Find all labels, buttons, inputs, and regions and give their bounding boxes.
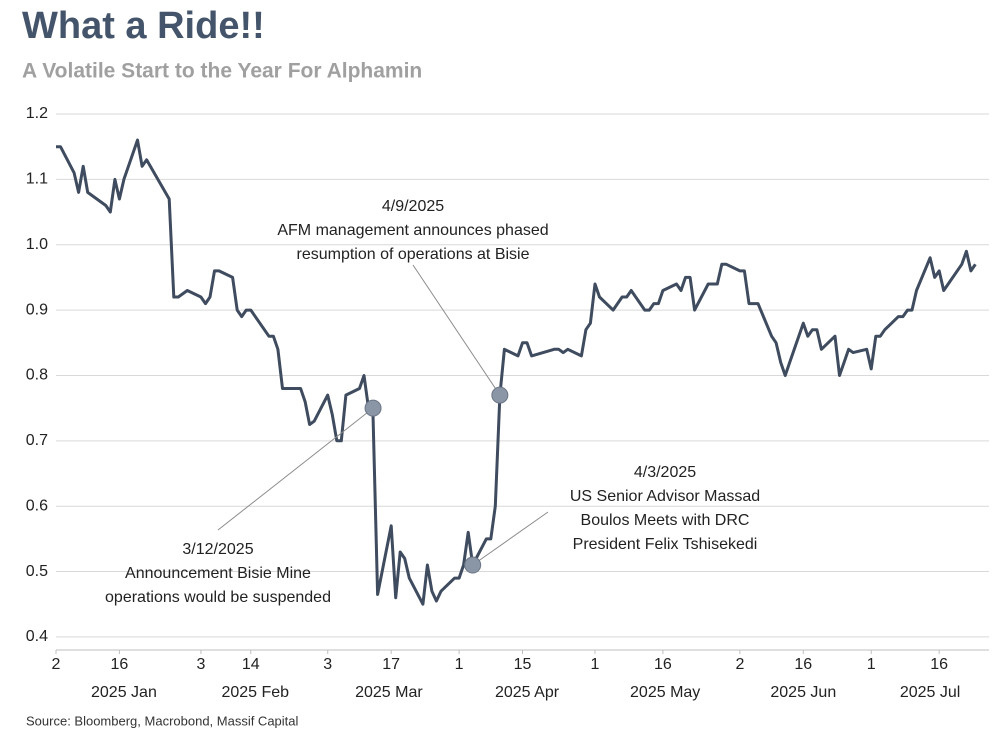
x-tick-label: 1: [591, 656, 600, 673]
annotation-text: 4/9/2025: [382, 198, 444, 215]
month-label: 2025 Jul: [900, 684, 961, 701]
month-label: 2025 Mar: [355, 684, 423, 701]
price-line: [56, 138, 977, 606]
annotation-text: 4/3/2025: [634, 464, 696, 481]
y-tick-label: 0.5: [26, 563, 48, 580]
x-tick-label: 3: [323, 656, 332, 673]
y-tick-label: 0.8: [26, 367, 48, 384]
month-label: 2025 Jun: [770, 684, 836, 701]
annotation-text: Announcement Bisie Mine: [125, 565, 311, 582]
event-marker: [464, 556, 482, 574]
x-tick-label: 1: [867, 656, 876, 673]
x-tick-label: 14: [242, 656, 260, 673]
y-tick-label: 1.0: [26, 236, 48, 253]
chart-title: What a Ride!!: [22, 5, 265, 47]
leader-line: [412, 264, 501, 396]
leader-line: [472, 511, 549, 566]
x-tick-label: 17: [382, 656, 400, 673]
x-tick-label: 16: [794, 656, 812, 673]
y-tick-label: 1.2: [26, 105, 48, 122]
event-marker: [491, 386, 509, 404]
x-tick-label: 1: [455, 656, 464, 673]
y-tick-label: 1.1: [26, 171, 48, 188]
x-tick-label: 3: [196, 656, 205, 673]
x-tick-label: 16: [930, 656, 948, 673]
month-label: 2025 Jan: [91, 684, 157, 701]
month-label: 2025 May: [630, 684, 700, 701]
month-label: 2025 Apr: [495, 684, 560, 701]
y-tick-label: 0.6: [26, 497, 48, 514]
y-tick-label: 0.4: [26, 628, 48, 645]
y-tick-label: 0.7: [26, 432, 48, 449]
annotation-text: President Felix Tshisekedi: [573, 536, 758, 553]
leader-line: [217, 407, 374, 531]
event-marker: [364, 399, 382, 417]
month-label: 2025 Feb: [221, 684, 289, 701]
annotation-text: US Senior Advisor Massad: [570, 488, 760, 505]
x-tick-label: 16: [654, 656, 672, 673]
x-tick-label: 15: [514, 656, 532, 673]
source-note: Source: Bloomberg, Macrobond, Massif Cap…: [26, 713, 299, 728]
x-tick-label: 2: [52, 656, 61, 673]
annotation-text: Boulos Meets with DRC: [581, 512, 750, 529]
annotation-text: 3/12/2025: [182, 541, 253, 558]
annotation-text: operations would be suspended: [105, 589, 331, 606]
x-tick-label: 16: [111, 656, 129, 673]
annotation-text: resumption of operations at Bisie: [296, 246, 529, 263]
x-tick-label: 2: [735, 656, 744, 673]
annotation-text: AFM management announces phased: [277, 222, 548, 239]
chart-subtitle: A Volatile Start to the Year For Alphami…: [22, 60, 422, 83]
y-tick-label: 0.9: [26, 301, 48, 318]
